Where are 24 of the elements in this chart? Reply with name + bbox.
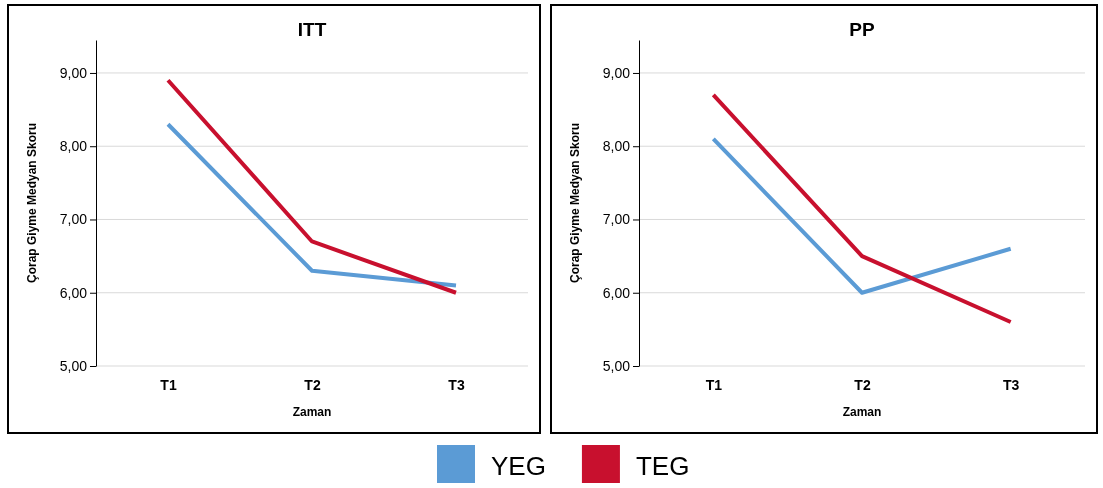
y-tick-label: 8,00: [59, 138, 88, 155]
x-axis-title: Zaman: [292, 405, 332, 419]
x-axis-title: Zaman: [842, 405, 882, 419]
y-tick-label: 7,00: [59, 211, 88, 228]
y-tick-label: 5,00: [602, 357, 631, 374]
y-tick-label: 6,00: [602, 284, 631, 301]
y-tick-label: 9,00: [59, 64, 88, 81]
x-tick-label: T3: [448, 376, 465, 393]
legend-label: TEG: [635, 451, 690, 481]
x-tick-label: T1: [160, 376, 177, 393]
y-axis-title: Çorap Giyme Medyan Skoru: [25, 122, 39, 284]
x-tick-label: T2: [304, 376, 321, 393]
legend-label: YEG: [491, 451, 546, 481]
y-tick-label: 9,00: [602, 64, 631, 81]
y-tick-label: 7,00: [602, 211, 631, 228]
chart-title: ITT: [297, 19, 327, 40]
y-axis-title: Çorap Giyme Medyan Skoru: [568, 122, 582, 284]
x-tick-label: T3: [1002, 376, 1020, 393]
x-tick-label: T1: [705, 376, 723, 393]
x-tick-label: T2: [854, 376, 871, 393]
y-tick-label: 5,00: [59, 357, 88, 374]
y-tick-label: 6,00: [59, 284, 88, 301]
y-tick-label: 8,00: [602, 138, 631, 155]
chart-title: PP: [849, 19, 875, 40]
